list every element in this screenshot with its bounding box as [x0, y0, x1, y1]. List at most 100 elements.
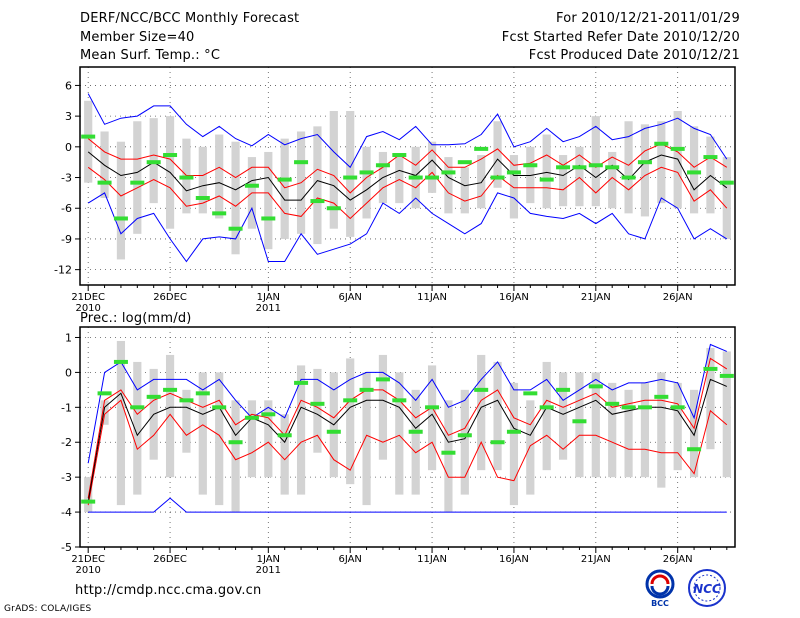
temp-box-4 [133, 121, 142, 234]
temp-obs-marker-5 [146, 160, 161, 165]
prec-xtick-label-4: 11JAN [417, 554, 447, 565]
prec-obs-marker-28 [523, 391, 538, 396]
prec-obs-marker-20 [392, 398, 407, 403]
prec-box-31 [575, 372, 584, 478]
prec-obs-marker-29 [539, 405, 554, 410]
prec-obs-marker-16 [326, 429, 341, 434]
prec-obs-marker-13 [277, 433, 292, 438]
temp-ytick-label-4: -6 [61, 202, 72, 215]
prec-obs-marker-30 [556, 387, 571, 392]
prec-obs-marker-24 [457, 433, 472, 438]
prec-box-17 [346, 358, 355, 485]
header-right-line-2: Fcst Started Refer Date 2010/12/20 [501, 30, 740, 45]
temp-box-24 [460, 167, 469, 214]
prec-box-37 [673, 382, 682, 471]
prec-box-22 [427, 365, 437, 471]
prec-obs-marker-33 [605, 401, 620, 406]
prec-mean-line [87, 378, 727, 502]
temp-box-35 [640, 124, 650, 217]
temp-obs-marker-36 [654, 141, 669, 146]
ncc-logo: NCC [688, 569, 726, 607]
prec-box-29 [542, 361, 551, 471]
prec-obs-marker-6 [163, 387, 178, 392]
temp-obs-marker-27 [506, 170, 521, 175]
temp-box-10 [231, 141, 240, 255]
prec-obs-marker-26 [490, 440, 505, 445]
prec-obs-marker-21 [408, 429, 423, 434]
prec-ytick-label-5: -4 [61, 506, 72, 519]
temp-xtick-label-2: 1JAN [257, 292, 280, 303]
prec-box-39 [706, 347, 715, 450]
prec-obs-marker-8 [195, 391, 210, 396]
prec-box-30 [558, 372, 568, 460]
temp-lower-line [87, 166, 728, 220]
prec-box-40 [722, 351, 731, 478]
temp-xtick-label-0: 21DEC [71, 292, 105, 303]
temp-obs-marker-34 [621, 175, 636, 180]
precip-panel-label: Prec.: log(mm/d) [80, 311, 192, 326]
header-left-line-2: Member Size=40 [80, 30, 195, 45]
temp-box-12 [264, 151, 273, 250]
prec-box-35 [640, 382, 650, 478]
temp-box-17 [346, 111, 355, 237]
prec-obs-marker-9 [212, 405, 227, 410]
prec-lower-line [87, 399, 728, 506]
temp-xtick-sublabel-0: 2010 [75, 303, 100, 314]
temp-obs-marker-38 [687, 170, 702, 175]
prec-box-26 [493, 361, 502, 471]
prec-obs-marker-31 [572, 419, 587, 424]
temp-box-30 [558, 155, 568, 207]
prec-box-32 [591, 372, 600, 478]
prec-box-15 [313, 368, 322, 453]
prec-obs-marker-19 [375, 377, 390, 382]
temp-xtick-label-4: 11JAN [417, 292, 447, 303]
prec-obs-marker-15 [310, 401, 325, 406]
temp-ytick-label-2: 0 [65, 141, 72, 154]
temp-box-28 [526, 146, 535, 204]
prec-obs-marker-17 [343, 398, 358, 403]
temp-box-33 [608, 151, 617, 209]
prec-box-3 [116, 340, 126, 506]
prec-box-33 [608, 382, 617, 478]
prec-ytick-label-6: -5 [61, 541, 72, 554]
prec-box-38 [689, 389, 699, 478]
ncc-logo-text: NCC [693, 582, 721, 596]
prec-xtick-sublabel-0: 2010 [75, 565, 100, 576]
prec-box-36 [657, 372, 666, 488]
prec-xtick-label-0: 21DEC [71, 554, 105, 565]
temp-xtick-label-6: 21JAN [581, 292, 611, 303]
prec-ytick-label-3: -2 [61, 436, 72, 449]
prec-obs-marker-25 [474, 387, 489, 392]
prec-obs-marker-3 [113, 359, 128, 364]
temp-obs-marker-8 [195, 196, 210, 201]
prec-xtick-label-7: 26JAN [663, 554, 693, 565]
header-right-line-3: Fcst Produced Date 2010/12/21 [528, 48, 740, 63]
temp-obs-marker-30 [556, 165, 571, 170]
temp-obs-marker-11 [244, 183, 259, 188]
footer-url[interactable]: http://cmdp.ncc.cma.gov.cn [75, 583, 262, 598]
temp-obs-marker-18 [359, 170, 374, 175]
prec-obs-marker-32 [588, 384, 603, 389]
temp-box-23 [444, 157, 453, 214]
prec-xtick-sublabel-2: 2011 [256, 565, 281, 576]
temp-obs-marker-22 [425, 175, 440, 180]
prec-box-10 [231, 400, 240, 513]
prec-xtick-label-6: 21JAN [581, 554, 611, 565]
header-right-line-1: For 2010/12/21-2011/01/29 [556, 11, 740, 26]
prec-obs-marker-22 [425, 405, 440, 410]
temp-obs-marker-21 [408, 175, 423, 180]
temp-ytick-label-3: -3 [61, 172, 72, 185]
prec-obs-marker-39 [703, 366, 718, 371]
prec-box-11 [247, 400, 257, 478]
temp-box-26 [493, 121, 502, 188]
temp-obs-marker-32 [588, 163, 603, 168]
temp-obs-marker-31 [572, 165, 587, 170]
temp-max-line [87, 93, 728, 169]
temp-upper-line [87, 138, 728, 194]
prec-box-1 [84, 477, 93, 513]
temp-box-3 [116, 141, 126, 260]
prec-xtick-label-5: 16JAN [499, 554, 529, 565]
prec-box-20 [395, 372, 404, 495]
temp-obs-marker-1 [81, 134, 96, 139]
